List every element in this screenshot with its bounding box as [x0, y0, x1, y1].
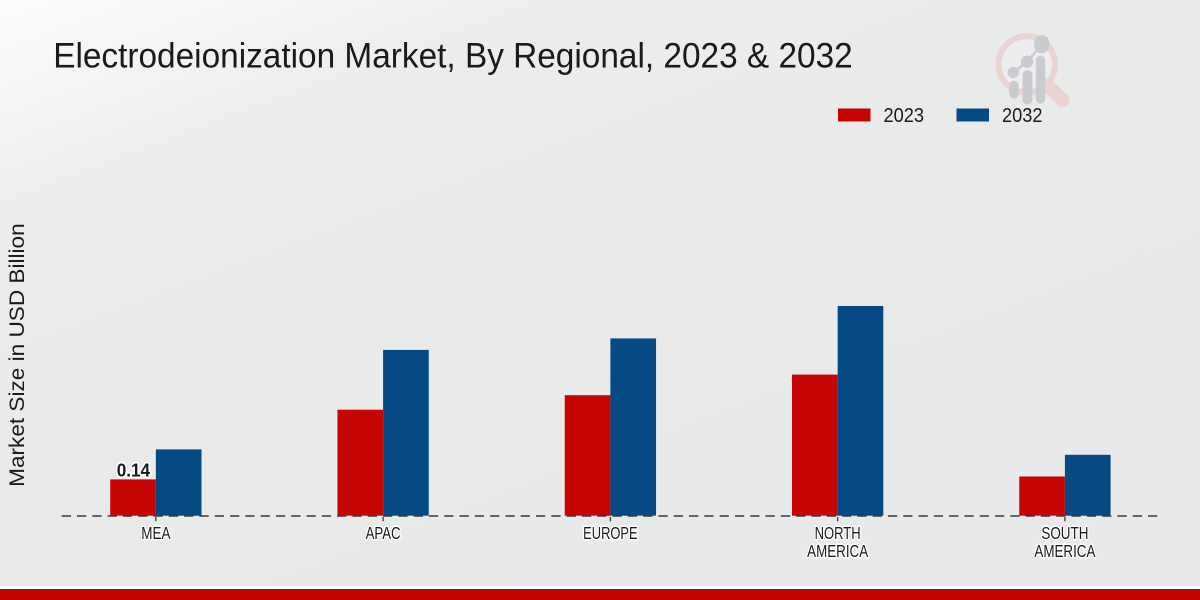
svg-text:2032: 2032 [1002, 105, 1043, 127]
svg-text:AMERICA: AMERICA [807, 541, 868, 561]
svg-text:Market Size in USD Billion: Market Size in USD Billion [6, 223, 29, 487]
svg-text:AMERICA: AMERICA [1034, 541, 1095, 561]
svg-text:MEA: MEA [141, 523, 170, 543]
svg-text:0.14: 0.14 [117, 459, 151, 480]
svg-text:SOUTH: SOUTH [1041, 523, 1088, 543]
svg-text:Electrodeionization Market, By: Electrodeionization Market, By Regional,… [53, 36, 853, 75]
svg-text:APAC: APAC [366, 523, 401, 543]
svg-text:NORTH: NORTH [815, 523, 861, 543]
svg-text:2023: 2023 [884, 105, 925, 127]
svg-text:EUROPE: EUROPE [583, 523, 638, 543]
